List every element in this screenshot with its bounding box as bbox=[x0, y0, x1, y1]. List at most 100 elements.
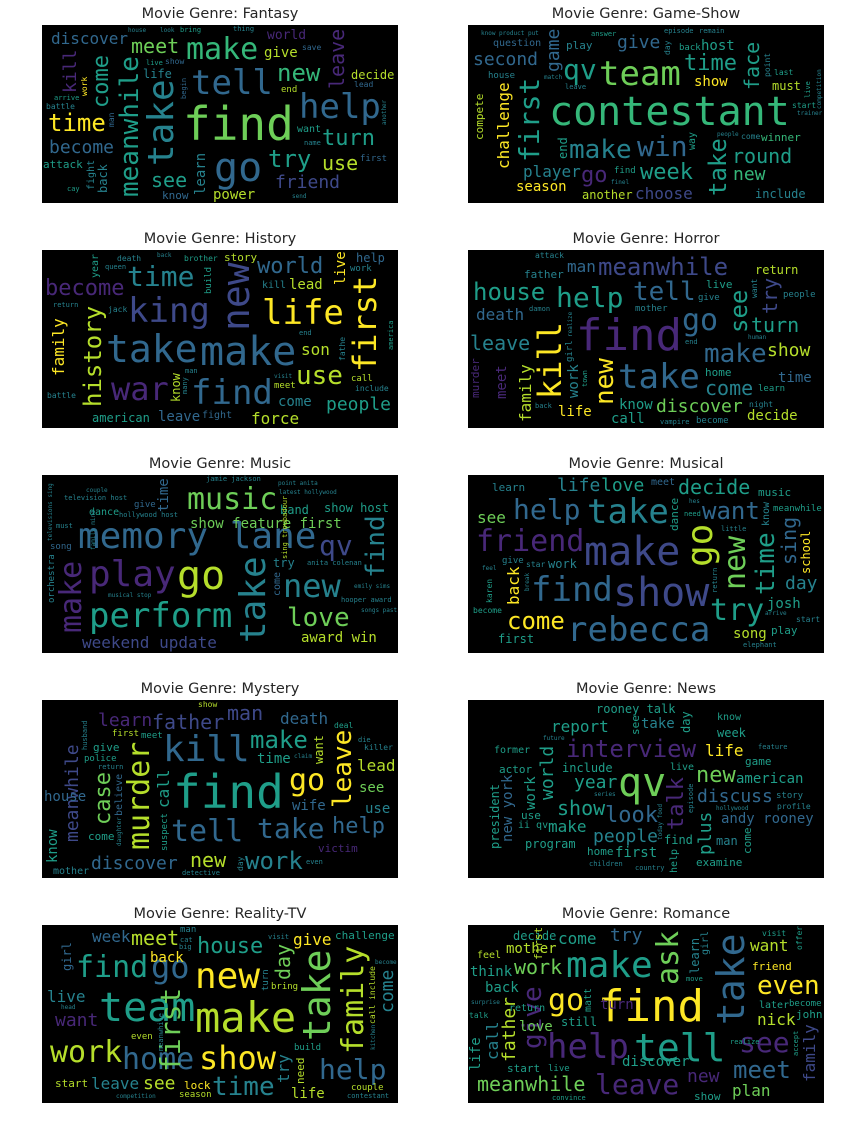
cloud-word: want bbox=[750, 278, 759, 299]
cloud-word: bring bbox=[271, 982, 299, 992]
cloud-word: see bbox=[359, 780, 385, 796]
cloud-word: sing troubadour bbox=[281, 495, 289, 559]
cloud-word: help bbox=[547, 1027, 629, 1067]
cloud-word: break bbox=[524, 572, 531, 591]
cloud-word: life bbox=[468, 1036, 484, 1071]
cloud-word: try bbox=[273, 556, 295, 570]
cloud-word: world bbox=[257, 254, 324, 279]
cloud-word: include bbox=[562, 761, 613, 775]
cloud-word: live bbox=[146, 59, 163, 67]
cloud-word: second bbox=[473, 49, 539, 70]
cloud-word: world bbox=[537, 745, 558, 800]
cloud-word: head bbox=[61, 1004, 76, 1011]
cloud-word: jamie jackson bbox=[206, 475, 261, 483]
cloud-word: go bbox=[289, 763, 326, 798]
cloud-word: hollywood bbox=[716, 805, 749, 812]
panel-title: Movie Genre: History bbox=[143, 231, 297, 247]
cloud-word: love bbox=[287, 603, 350, 633]
cloud-word: thing bbox=[233, 25, 255, 33]
cloud-word: become bbox=[789, 999, 822, 1009]
cloud-word: name bbox=[304, 139, 321, 147]
cloud-word: end bbox=[685, 338, 698, 346]
cloud-word: come bbox=[741, 827, 754, 855]
cloud-word: turn bbox=[322, 126, 375, 151]
cloud-word: house bbox=[473, 278, 546, 306]
cloud-word: start bbox=[796, 615, 821, 624]
cloud-word: meet bbox=[274, 381, 296, 391]
cloud-word: season bbox=[179, 1090, 212, 1100]
cloud-word: back bbox=[485, 980, 519, 996]
cloud-word: love bbox=[601, 475, 645, 496]
cloud-word: find bbox=[614, 166, 636, 176]
cloud-word: include bbox=[755, 187, 806, 201]
cloud-word: many bbox=[181, 376, 189, 394]
cloud-word: week bbox=[640, 160, 693, 185]
cloud-word: give bbox=[134, 500, 156, 510]
cloud-word: give bbox=[617, 32, 661, 53]
cloud-word: friend bbox=[476, 524, 585, 559]
cloud-word: accept bbox=[792, 1030, 800, 1057]
cloud-word: return bbox=[755, 263, 799, 277]
cloud-word: actor bbox=[499, 763, 533, 776]
cloud-word: end bbox=[281, 85, 298, 95]
cloud-word: go bbox=[680, 523, 721, 568]
cloud-word: see bbox=[151, 168, 188, 192]
cloud-word: take bbox=[641, 716, 675, 732]
cloud-word: fight bbox=[202, 410, 233, 421]
cloud-word: death bbox=[117, 254, 142, 263]
cloud-word: kill bbox=[262, 280, 287, 291]
cloud-word: meet bbox=[494, 364, 510, 399]
cloud-word: see bbox=[739, 1026, 790, 1059]
cloud-word: school bbox=[799, 530, 813, 575]
cloud-word: father bbox=[152, 710, 225, 734]
cloud-word: come bbox=[705, 376, 754, 400]
cloud-word: later bbox=[759, 1000, 790, 1011]
cloud-word: lead bbox=[354, 80, 374, 89]
wordcloud-panel: Movie Genre: News qv interview talk new look s… bbox=[468, 678, 824, 878]
cloud-word: brother bbox=[184, 254, 218, 263]
cloud-word: back bbox=[504, 566, 523, 606]
cloud-word: story bbox=[776, 791, 804, 801]
cloud-word: choose bbox=[635, 184, 693, 203]
wordcloud-canvas: qv interview talk new look show world people yea… bbox=[468, 700, 824, 878]
cloud-word: show bbox=[557, 796, 606, 820]
cloud-word: decide bbox=[678, 475, 751, 499]
panel-title: Movie Genre: Reality-TV bbox=[133, 906, 307, 922]
cloud-word: play bbox=[771, 624, 798, 637]
cloud-word: give bbox=[293, 930, 332, 949]
cloud-word: award win bbox=[301, 630, 377, 646]
cloud-word: back bbox=[679, 43, 701, 53]
cloud-word: hooper award bbox=[341, 596, 392, 604]
cloud-word: josh bbox=[767, 596, 801, 612]
cloud-word: america bbox=[387, 320, 395, 351]
cloud-word: program bbox=[525, 837, 576, 851]
cloud-word: face bbox=[740, 41, 764, 90]
cloud-word: look bbox=[160, 27, 175, 34]
cloud-word: force bbox=[251, 409, 300, 428]
cloud-word: find bbox=[531, 570, 613, 610]
cloud-word: american bbox=[736, 771, 804, 787]
cloud-word: time bbox=[778, 370, 812, 386]
cloud-word: latest hollywood bbox=[279, 489, 337, 496]
cloud-word: lead bbox=[357, 756, 396, 775]
cloud-word: call include bbox=[368, 965, 377, 1024]
cloud-word: murder bbox=[469, 357, 482, 398]
cloud-word: show bbox=[694, 74, 728, 90]
cloud-word: turn bbox=[751, 313, 800, 337]
cloud-word: show bbox=[613, 570, 710, 616]
cloud-word: convince bbox=[552, 1094, 586, 1102]
cloud-word: remain bbox=[699, 27, 725, 35]
cloud-word: meet bbox=[131, 926, 180, 950]
cloud-word: people bbox=[593, 826, 659, 847]
cloud-word: tell bbox=[171, 814, 244, 849]
cloud-word: match bbox=[544, 74, 563, 81]
wordcloud-canvas: make show go take find rebecca new friend try hel… bbox=[468, 475, 824, 653]
cloud-word: couple bbox=[351, 1083, 384, 1093]
cloud-word: send bbox=[292, 193, 307, 200]
cloud-word: kitchen bbox=[370, 1024, 377, 1051]
cloud-word: give bbox=[93, 741, 120, 754]
panel-title: Movie Genre: Horror bbox=[572, 231, 720, 247]
cloud-word: life bbox=[262, 293, 344, 333]
wordcloud-panel: Movie Genre: Musical make show go take find re… bbox=[468, 453, 824, 653]
cloud-word: history bbox=[79, 305, 107, 407]
